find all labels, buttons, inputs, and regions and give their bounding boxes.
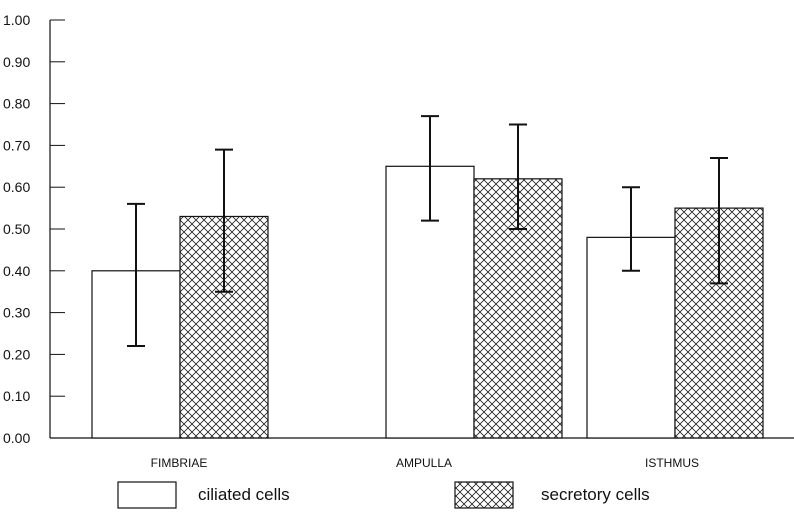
y-tick-label: 0.50: [3, 221, 30, 237]
y-tick-label: 0.60: [3, 179, 30, 195]
legend-label: secretory cells: [541, 485, 650, 504]
y-tick-label: 0.80: [3, 96, 30, 112]
category-label: ISTHMUS: [645, 456, 699, 470]
y-tick-label: 0.10: [3, 388, 30, 404]
legend-swatch: [117, 481, 177, 509]
category-label: FIMBRIAE: [151, 456, 208, 470]
y-tick-label: 0.00: [3, 430, 30, 446]
legend: ciliated cells secretory cells: [117, 481, 650, 509]
y-tick-label: 0.20: [3, 346, 30, 362]
legend-swatch: [454, 481, 514, 509]
category-label: AMPULLA: [396, 456, 452, 470]
y-tick-label: 1.00: [3, 12, 30, 28]
bars: FIMBRIAE AMPULLA ISTHMUS: [91, 115, 764, 470]
y-tick-label: 0.90: [3, 54, 30, 70]
y-tick-label: 0.70: [3, 137, 30, 153]
axes: 0.00 0.10 0.20 0.30 0.40 0.50 0.60 0.70 0.80 0.90…: [3, 12, 794, 446]
legend-label: ciliated cells: [198, 485, 290, 504]
y-tick-label: 0.30: [3, 305, 30, 321]
y-tick-label: 0.40: [3, 263, 30, 279]
